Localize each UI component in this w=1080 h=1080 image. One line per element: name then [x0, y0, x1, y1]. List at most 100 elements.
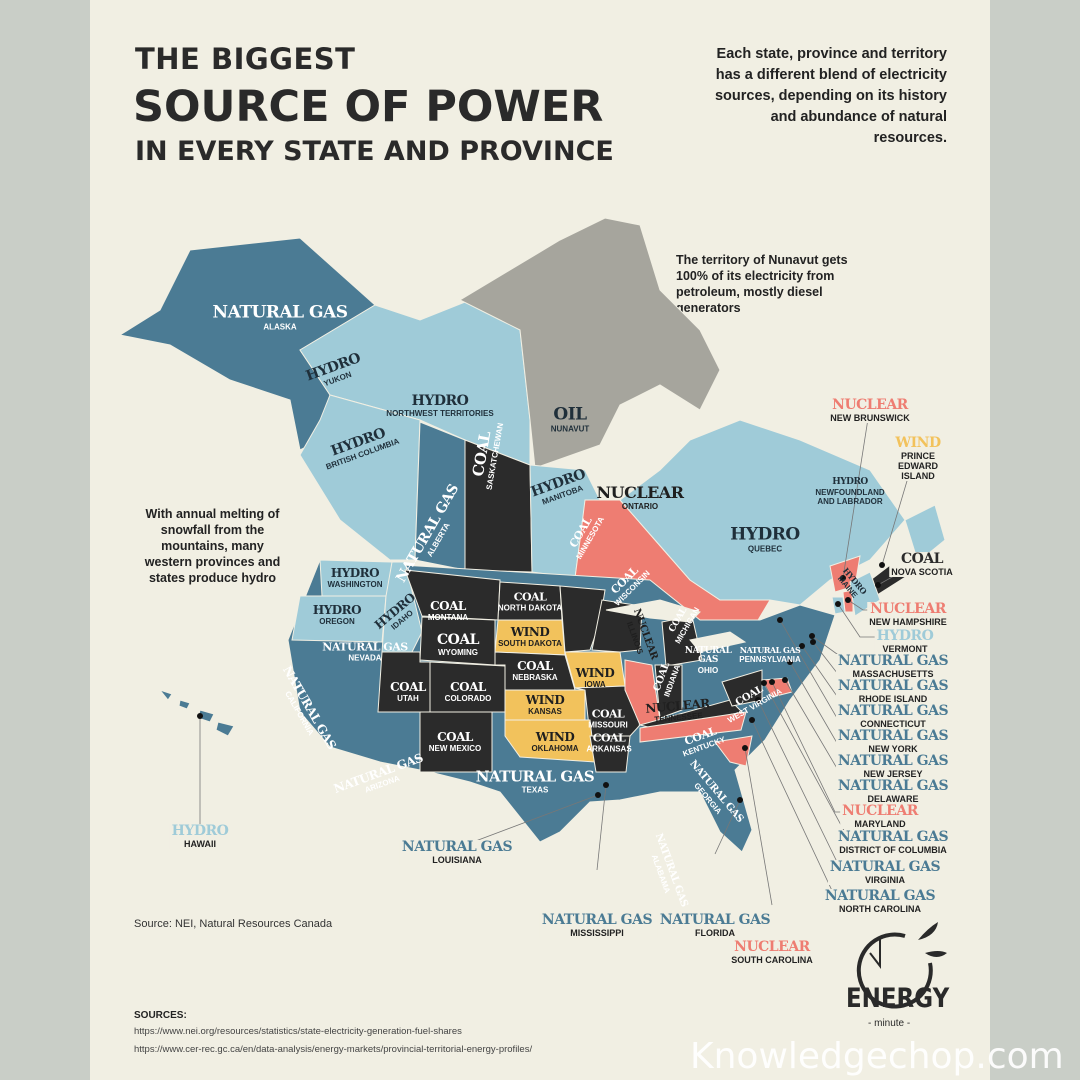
map-label: WIND SOUTH DAKOTA: [498, 626, 562, 648]
fuel-label: HYDRO: [171, 823, 229, 839]
region-label: OREGON: [319, 617, 355, 626]
callout-label: NATURAL GAS DISTRICT OF COLUMBIA: [835, 830, 951, 855]
fuel-label: NATURAL GAS: [684, 646, 732, 665]
fuel-label: WIND: [535, 730, 575, 744]
map-label: HYDRO QUEBEC: [730, 524, 800, 554]
region-arkansas: [589, 735, 631, 773]
region-label: NEBRASKA: [512, 673, 558, 682]
fuel-label: NUCLEAR: [832, 397, 908, 413]
region-indiana: [654, 664, 683, 719]
location-dot: [879, 562, 885, 568]
callout-label: WIND PRINCE EDWARD ISLAND: [891, 436, 945, 481]
region-tennessee: [639, 711, 747, 743]
fuel-label: COAL: [390, 680, 426, 694]
region-label: QUEBEC: [747, 544, 783, 554]
fuel-label: HYDRO: [832, 477, 868, 487]
map-label: WIND OKLAHOMA: [531, 731, 578, 753]
map-label: HYDRO NEWFOUNDLAND AND LABRADOR: [814, 477, 886, 507]
location-dot: [787, 659, 793, 665]
fuel-label: COAL: [450, 680, 486, 694]
fuel-label: NATURAL GAS: [401, 839, 513, 855]
location-dot: [742, 745, 748, 751]
fuel-label: COAL: [592, 731, 626, 745]
location-dot: [810, 639, 816, 645]
region-label: NEW YORK: [868, 744, 918, 754]
map-label: HYDRO NORTHWEST TERRITORIES: [386, 394, 493, 418]
region-label: NEW BRUNSWICK: [830, 413, 910, 423]
leader-line: [456, 794, 599, 849]
region-label: WYOMING: [437, 648, 478, 657]
callout-label: NUCLEAR NEW HAMPSHIRE: [867, 602, 949, 627]
region-label: PRINCE EDWARD ISLAND: [898, 451, 938, 481]
region-label: NEWFOUNDLAND AND LABRADOR: [815, 488, 885, 506]
fuel-label: OIL: [553, 404, 587, 425]
location-dot: [845, 597, 851, 603]
location-dot: [749, 717, 755, 723]
map-label: NATURAL GAS NEVADA: [322, 640, 408, 663]
location-dot: [197, 713, 203, 719]
source-url[interactable]: https://www.cer-rec.gc.ca/en/data-analys…: [134, 1044, 533, 1055]
region-label: PENNSYLVANIA: [739, 655, 801, 664]
sources-heading: SOURCES:: [134, 1010, 187, 1021]
map-label: WIND IOWA: [576, 667, 615, 689]
fuel-label: NATURAL GAS: [824, 888, 936, 904]
source-url[interactable]: https://www.nei.org/resources/statistics…: [134, 1026, 462, 1037]
region-label: SOUTH DAKOTA: [498, 639, 562, 648]
location-dot: [777, 617, 783, 623]
region-label: WASHINGTON: [327, 580, 383, 589]
callout-label: NATURAL GAS NEW YORK: [835, 729, 951, 754]
fuel-label: HYDRO: [730, 524, 800, 545]
map-label: COAL MONTANA: [428, 600, 468, 622]
map-label: OIL NUNAVUT: [550, 404, 590, 434]
region-british-columbia: [299, 394, 421, 561]
region-label: MASSACHUSETTS: [852, 669, 934, 679]
region-west-virginia: [721, 669, 763, 707]
callout-label: NATURAL GAS DELAWARE: [835, 779, 951, 804]
fuel-label: NATURAL GAS: [475, 767, 595, 786]
region-label: ARKANSAS: [586, 744, 632, 754]
fuel-label: HYDRO: [411, 393, 469, 409]
map-label: COAL NEBRASKA: [512, 660, 557, 682]
region-label: VIRGINIA: [864, 875, 906, 885]
region-label: NUNAVUT: [550, 424, 590, 434]
location-dot: [761, 680, 767, 686]
region-hawaii: [158, 688, 235, 737]
fuel-label: COAL: [900, 551, 944, 567]
title-line-3: IN EVERY STATE AND PROVINCE: [135, 136, 614, 167]
map-label: NATURAL GAS PENNSYLVANIA: [739, 646, 801, 664]
fuel-label: WIND: [525, 693, 565, 707]
leader-line: [744, 747, 773, 906]
map-label: NATURAL GAS ALASKA: [213, 304, 348, 332]
fuel-label: NATURAL GAS: [837, 653, 949, 669]
callout-label: HYDRO VERMONT: [874, 629, 936, 654]
leader-line: [842, 405, 871, 579]
region-label: SOUTH CAROLINA: [731, 955, 813, 965]
region-label: IOWA: [584, 680, 606, 689]
callout-label: NATURAL GAS CONNECTICUT: [835, 704, 951, 729]
great-lakes: [605, 599, 747, 653]
watermark: Knowledgechop.com: [690, 1036, 1064, 1077]
region-label: MONTANA: [427, 613, 469, 622]
region-south-carolina: [714, 735, 753, 767]
region-label: MARYLAND: [854, 819, 906, 829]
region-newfoundland: [904, 504, 946, 563]
region-label: NORTHWEST TERRITORIES: [386, 409, 494, 418]
fuel-label: NUCLEAR: [596, 483, 684, 502]
location-dot: [782, 677, 788, 683]
region-label: NEW MEXICO: [428, 744, 482, 753]
callout-label: HYDRO HAWAII: [169, 823, 231, 849]
location-dot: [809, 633, 815, 639]
region-label: UTAH: [397, 694, 419, 703]
map-label: HYDRO OREGON: [313, 604, 362, 626]
region-label: OKLAHOMA: [531, 744, 579, 753]
callout-label: NATURAL GAS MISSISSIPPI: [539, 913, 655, 938]
map-label: COAL WYOMING: [437, 633, 480, 657]
fuel-label: NATURAL GAS: [739, 645, 801, 655]
map-label: NUCLEAR ONTARIO: [596, 483, 684, 512]
map-label: HYDRO WASHINGTON: [328, 567, 383, 589]
region-label: VERMONT: [882, 644, 928, 654]
fuel-label: NATURAL GAS: [322, 640, 408, 654]
region-label: NEW HAMPSHIRE: [869, 617, 947, 627]
location-dot: [603, 782, 609, 788]
fuel-label: COAL: [517, 659, 553, 673]
